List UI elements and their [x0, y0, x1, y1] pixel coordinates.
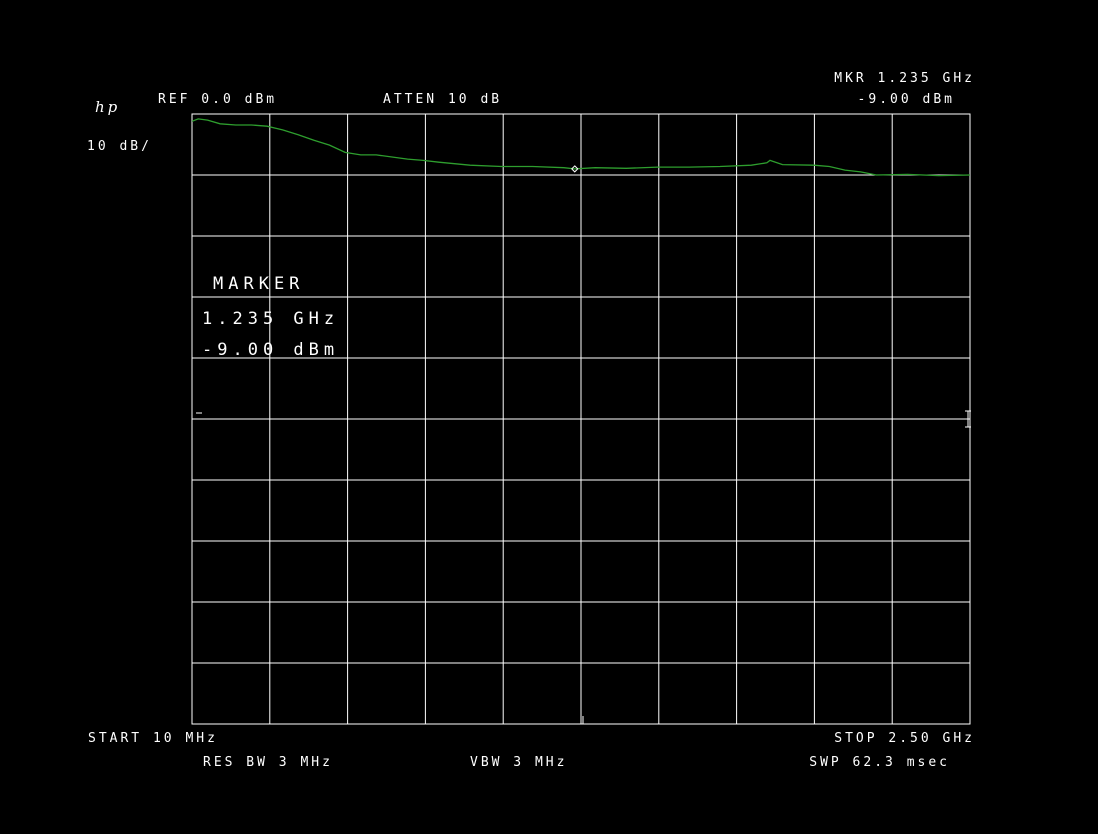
- marker-readout-freq: MKR 1.235 GHz: [834, 71, 975, 86]
- marker-readout-level: -9.00 dBm: [858, 92, 955, 107]
- marker-box-level: -9.00 dBm: [202, 340, 339, 360]
- trace-layer: [191, 118, 971, 177]
- marker-box-title: MARKER: [213, 274, 304, 294]
- hp-logo: hp: [95, 98, 120, 116]
- attenuation-label: ATTEN 10 dB: [383, 92, 502, 107]
- trace-line-0: [191, 118, 971, 177]
- res-bw-label: RES BW 3 MHz: [203, 755, 333, 770]
- scale-label: 10 dB/: [87, 139, 152, 154]
- graticule: [191, 113, 971, 725]
- start-freq-label: START 10 MHz: [88, 731, 218, 746]
- ref-level-label: REF 0.0 dBm: [158, 92, 277, 107]
- marker-point: [571, 165, 579, 173]
- sweep-time-label: SWP 62.3 msec: [809, 755, 950, 770]
- marker-box-freq: 1.235 GHz: [202, 309, 339, 329]
- stop-freq-label: STOP 2.50 GHz: [834, 731, 975, 746]
- vbw-label: VBW 3 MHz: [470, 755, 567, 770]
